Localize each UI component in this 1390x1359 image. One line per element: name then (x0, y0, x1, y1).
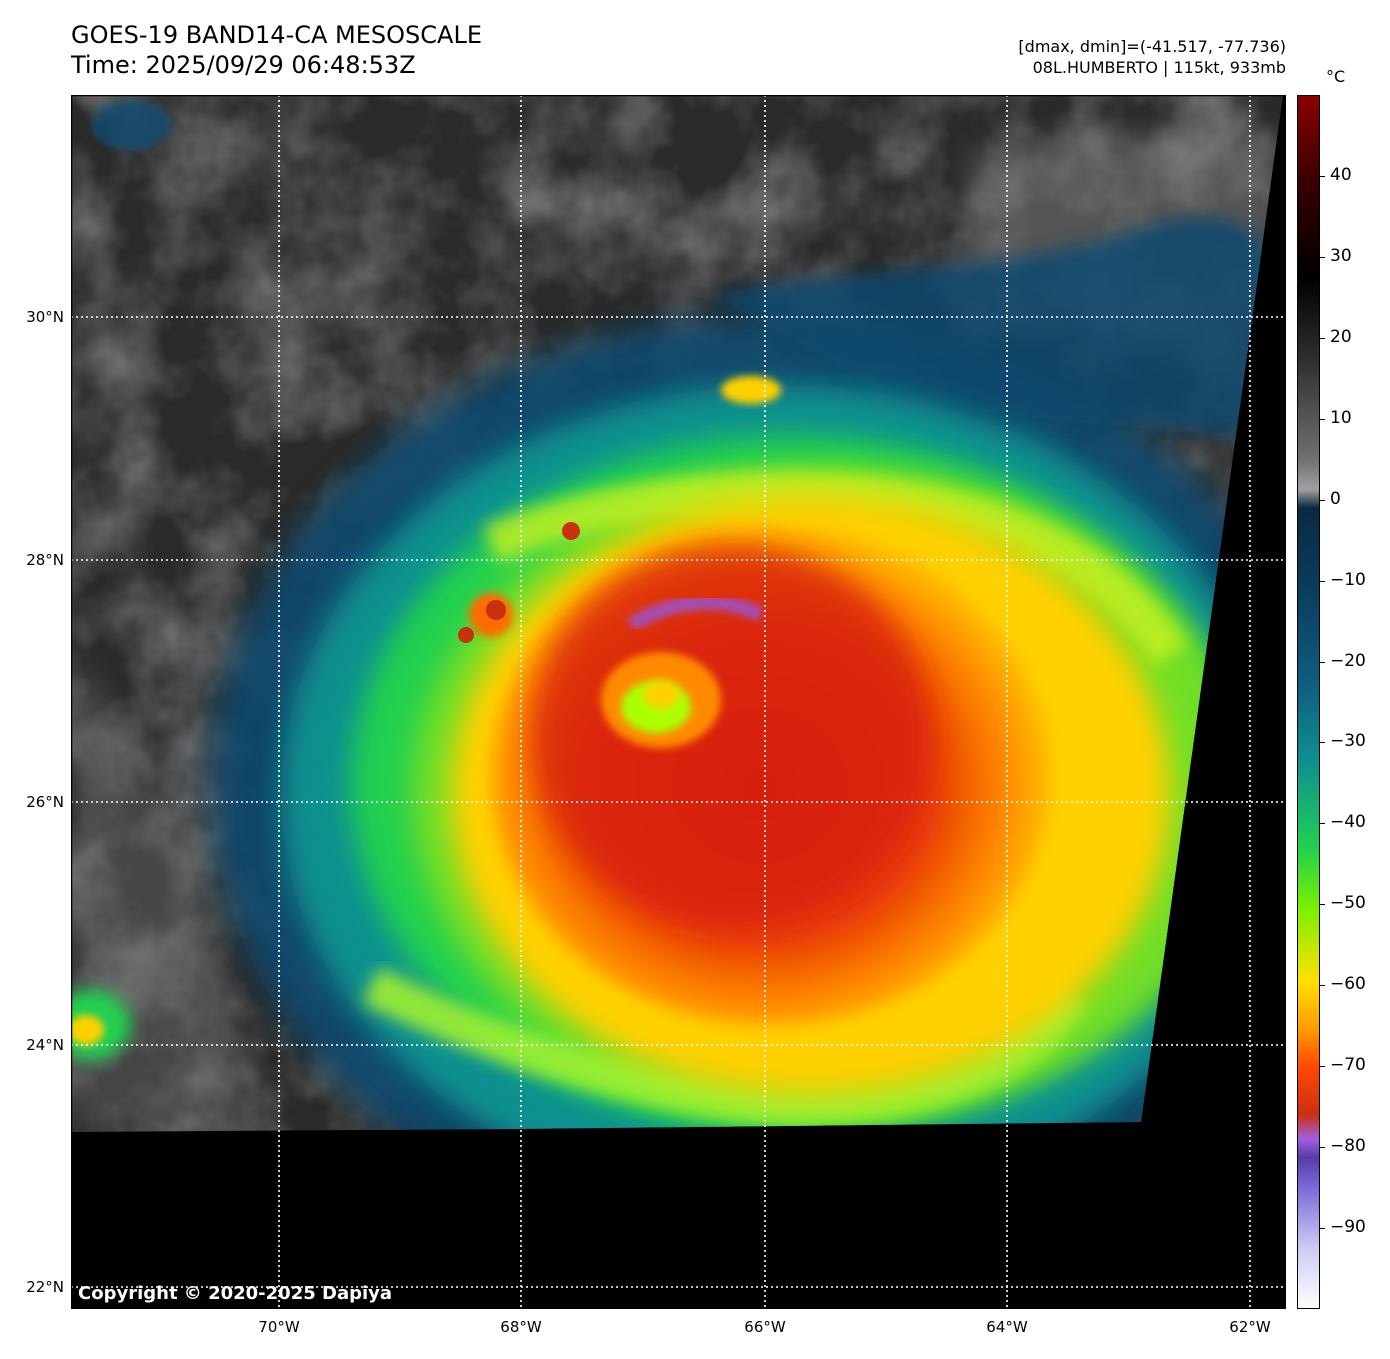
colorbar-tick-mark (1320, 1228, 1325, 1230)
lat-label-24n: 24°N (26, 1036, 64, 1054)
colorbar-tick-label: 30 (1330, 245, 1352, 266)
colorbar-tick-mark (1320, 823, 1325, 825)
colorbar-tick-mark (1320, 580, 1325, 582)
lat-label-26n: 26°N (26, 793, 64, 811)
storm-info-text: 08L.HUMBERTO | 115kt, 933mb (1032, 58, 1286, 77)
colorbar (1297, 95, 1320, 1309)
colorbar-tick-label: −90 (1330, 1217, 1366, 1238)
title-time: Time: 2025/09/29 06:48:53Z (71, 51, 416, 79)
colorbar-tick-mark (1320, 256, 1325, 258)
colorbar-tick-label: 20 (1330, 326, 1352, 347)
lon-label-66w: 66°W (744, 1318, 786, 1336)
colorbar-tick-label: −40 (1330, 812, 1366, 833)
copyright-notice: Copyright © 2020-2025 Dapiya (78, 1283, 393, 1304)
colorbar-unit: °C (1326, 67, 1346, 86)
lon-label-62w: 62°W (1229, 1318, 1271, 1336)
lat-label-28n: 28°N (26, 551, 64, 569)
satellite-map (71, 95, 1286, 1309)
data-range-text: [dmax, dmin]=(-41.517, -77.736) (1018, 37, 1286, 56)
colorbar-tick-label: −60 (1330, 974, 1366, 995)
lon-label-64w: 64°W (986, 1318, 1028, 1336)
colorbar-tick-label: 10 (1330, 407, 1352, 428)
colorbar-tick-label: −50 (1330, 893, 1366, 914)
colorbar-tick-mark (1320, 337, 1325, 339)
colorbar-tick-mark (1320, 904, 1325, 906)
colorbar-tick-mark (1320, 661, 1325, 663)
colorbar-tick-label: −70 (1330, 1055, 1366, 1076)
colorbar-tick-mark (1320, 175, 1325, 177)
lon-label-68w: 68°W (500, 1318, 542, 1336)
colorbar-tick-label: −10 (1330, 569, 1366, 590)
colorbar-tick-mark (1320, 985, 1325, 987)
storm-meta: [dmax, dmin]=(-41.517, -77.736) 08L.HUMB… (1018, 36, 1286, 78)
colorbar-tick-mark (1320, 499, 1325, 501)
colorbar-tick-label: 40 (1330, 164, 1352, 185)
colorbar-tick-mark (1320, 418, 1325, 420)
colorbar-tick-mark (1320, 742, 1325, 744)
lat-label-30n: 30°N (26, 308, 64, 326)
colorbar-tick-mark (1320, 1147, 1325, 1149)
colorbar-tick-label: 0 (1330, 488, 1341, 509)
lat-label-22n: 22°N (26, 1278, 64, 1296)
colorbar-tick-label: −20 (1330, 650, 1366, 671)
lon-label-70w: 70°W (258, 1318, 300, 1336)
title-product: GOES-19 BAND14-CA MESOSCALE (71, 21, 482, 49)
colorbar-tick-label: −80 (1330, 1136, 1366, 1157)
colorbar-tick-mark (1320, 1066, 1325, 1068)
colorbar-tick-label: −30 (1330, 731, 1366, 752)
chart-title: GOES-19 BAND14-CA MESOSCALE Time: 2025/0… (71, 20, 482, 80)
